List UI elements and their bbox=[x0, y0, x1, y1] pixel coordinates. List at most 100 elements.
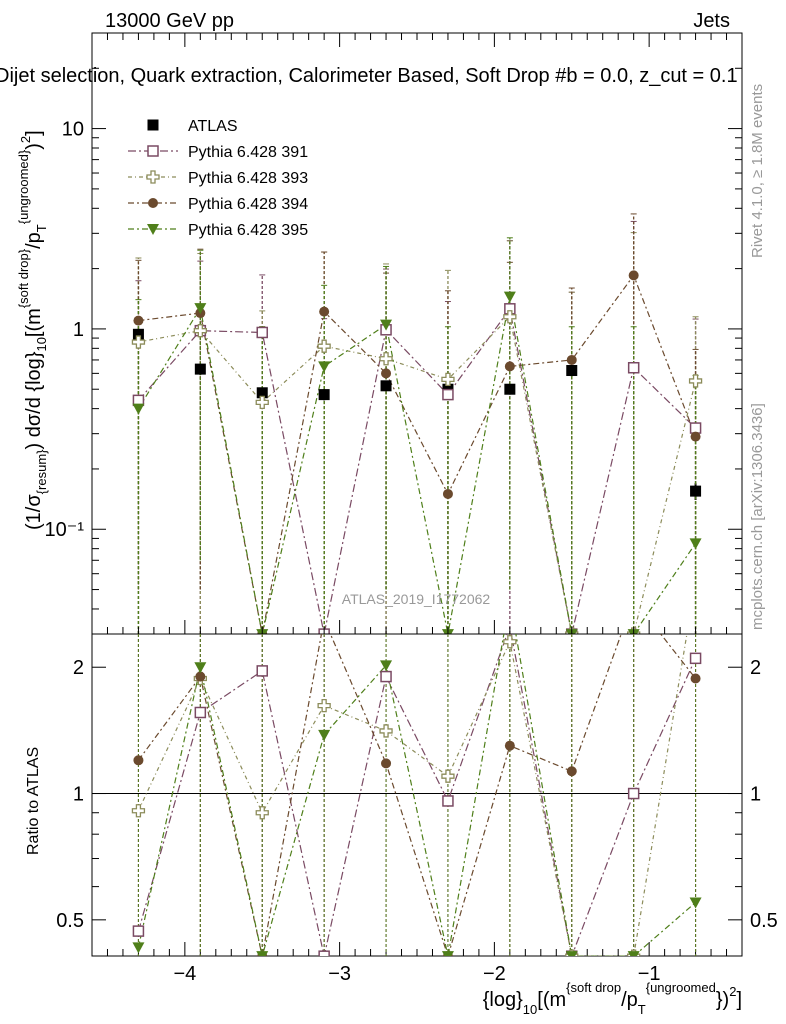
series-line bbox=[138, 315, 697, 634]
data-point bbox=[441, 372, 455, 387]
data-point bbox=[566, 365, 578, 377]
chart-title: Dijet selection, Quark extraction, Calor… bbox=[0, 65, 738, 87]
main-ytick-label: 1 bbox=[73, 319, 84, 341]
data-point bbox=[194, 303, 207, 315]
ratio-point bbox=[441, 951, 454, 956]
ratio-ytick-label-right: 1 bbox=[750, 784, 761, 806]
ratio-point bbox=[627, 951, 640, 956]
ratio-ytick-label-right: 0.5 bbox=[750, 910, 778, 932]
main-panel: 10⁻¹ 1 10 bbox=[45, 32, 743, 635]
main-ylabel: (1/σ{resum}) dσ/d {log}10[(m{soft drop}/… bbox=[16, 130, 49, 530]
legend-marker bbox=[147, 224, 159, 235]
series-pythia-6-428-394 bbox=[135, 213, 699, 634]
legend-label: Pythia 6.428 391 bbox=[188, 144, 308, 161]
data-point bbox=[690, 431, 701, 442]
ratio-point bbox=[690, 673, 701, 684]
xtick-label: −3 bbox=[328, 963, 351, 985]
series-pythia-6-428-391 bbox=[135, 220, 699, 634]
legend-label: ATLAS bbox=[188, 118, 238, 135]
legend-marker bbox=[147, 145, 159, 157]
legend: ATLAS Pythia 6.428 391 Pythia 6.428 393 Pyt… bbox=[128, 118, 308, 239]
ratio-point bbox=[380, 660, 393, 672]
data-point bbox=[627, 361, 640, 374]
legend-label: Pythia 6.428 393 bbox=[188, 170, 308, 187]
ratio-ytick-label-right: 2 bbox=[750, 657, 761, 679]
ratio-point bbox=[256, 665, 268, 677]
ratio-point bbox=[132, 925, 145, 937]
process-label: Jets bbox=[693, 10, 730, 32]
data-point bbox=[256, 387, 268, 399]
series-line bbox=[137, 307, 696, 634]
ratio-point bbox=[256, 951, 269, 956]
series-line bbox=[138, 274, 697, 634]
data-point bbox=[131, 335, 146, 349]
legend-label: Pythia 6.428 395 bbox=[188, 222, 308, 239]
legend-marker bbox=[146, 170, 160, 184]
series-line bbox=[137, 296, 697, 634]
ratio-point bbox=[131, 804, 146, 818]
ratio-point bbox=[566, 766, 577, 777]
ratio-point bbox=[195, 671, 206, 682]
ratio-point bbox=[318, 950, 330, 956]
data-point bbox=[503, 291, 516, 303]
ratio-point bbox=[379, 724, 393, 738]
data-point bbox=[379, 352, 393, 366]
legend-marker bbox=[148, 198, 158, 208]
ratio-series-line bbox=[137, 634, 697, 956]
ratio-series-line bbox=[137, 634, 696, 956]
data-point bbox=[442, 388, 454, 401]
ratio-point bbox=[689, 652, 702, 665]
ratio-point bbox=[194, 706, 207, 719]
data-point bbox=[132, 403, 145, 415]
xtick-label: −4 bbox=[173, 963, 196, 985]
ratio-point bbox=[689, 897, 702, 909]
ratio-point bbox=[504, 740, 515, 751]
mcplots-label: mcplots.cern.ch [arXiv:1306.3436] bbox=[749, 403, 766, 630]
series-pythia-6-428-395 bbox=[135, 237, 699, 634]
ratio-ylabel: Ratio to ATLAS bbox=[25, 747, 42, 855]
data-point bbox=[688, 374, 703, 388]
analysis-id-label: ATLAS_2019_I1772062 bbox=[342, 591, 491, 607]
data-point bbox=[690, 485, 702, 497]
main-ytick-label: 10 bbox=[62, 119, 84, 141]
ratio-ytick-label: 1 bbox=[73, 784, 84, 806]
ratio-point bbox=[503, 635, 517, 649]
data-point bbox=[319, 306, 330, 317]
data-point bbox=[504, 383, 516, 395]
ratio-point bbox=[627, 787, 640, 800]
legend-label: Pythia 6.428 394 bbox=[188, 196, 308, 213]
rivet-label: Rivet 4.1.0, ≥ 1.8M events bbox=[749, 84, 766, 258]
data-point bbox=[689, 422, 702, 434]
data-point bbox=[255, 395, 269, 409]
main-ytick-label: 10⁻¹ bbox=[45, 519, 85, 541]
data-point bbox=[503, 310, 517, 324]
ratio-panel: 0.5 0.5 1 1 2 2 −4 −3 −2 −1 bbox=[56, 33, 778, 985]
ratio-point bbox=[132, 942, 145, 954]
ratio-ytick-label: 0.5 bbox=[56, 910, 84, 932]
energy-label: 13000 GeV pp bbox=[105, 10, 234, 32]
ratio-point bbox=[442, 795, 454, 807]
data-point bbox=[256, 326, 268, 339]
ratio-series-line bbox=[137, 634, 688, 956]
data-point bbox=[380, 380, 392, 392]
data-point bbox=[318, 361, 331, 373]
ratio-point bbox=[381, 758, 392, 769]
ratio-series-group bbox=[131, 634, 702, 956]
data-point bbox=[318, 389, 330, 401]
data-point bbox=[133, 315, 144, 326]
ratio-point bbox=[565, 951, 578, 956]
xtick-label: −2 bbox=[483, 963, 506, 985]
x-axis-label: {log}10[(m{soft drop/pT{ungroomed})2] bbox=[483, 980, 742, 1017]
data-point bbox=[628, 270, 639, 281]
data-point bbox=[193, 324, 207, 338]
ratio-point bbox=[441, 769, 455, 783]
data-point bbox=[380, 319, 393, 331]
ratio-point bbox=[133, 755, 144, 766]
ratio-series-line bbox=[137, 634, 697, 956]
data-point bbox=[566, 354, 577, 365]
data-point bbox=[442, 488, 453, 499]
data-point bbox=[132, 328, 144, 340]
data-point bbox=[194, 363, 206, 375]
legend-marker bbox=[147, 119, 159, 131]
